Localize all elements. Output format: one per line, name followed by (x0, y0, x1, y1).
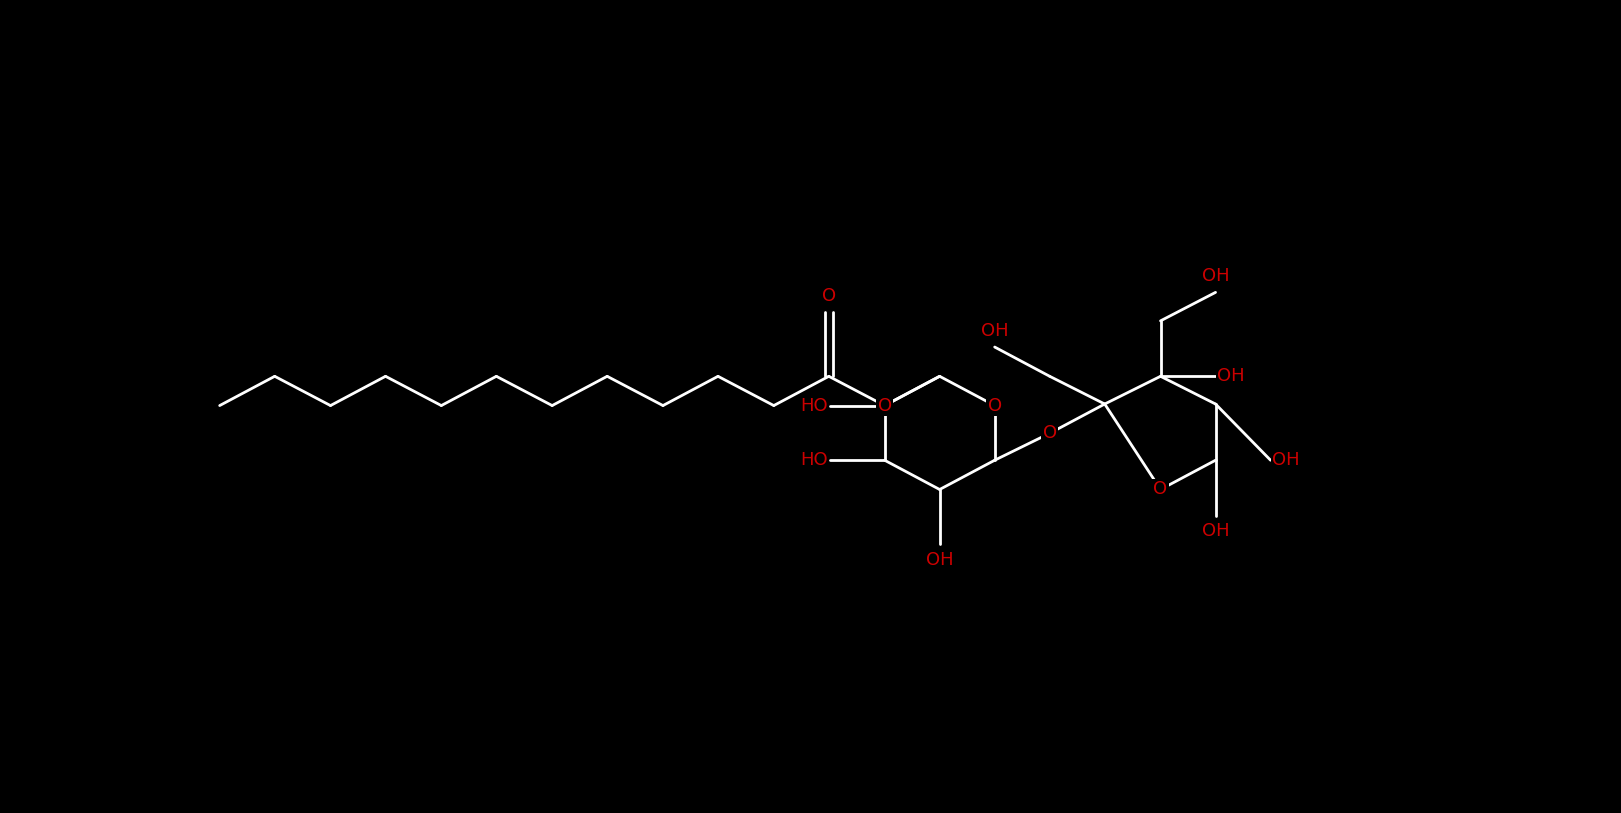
Text: HO: HO (801, 397, 828, 415)
Text: O: O (877, 397, 892, 415)
Text: OH: OH (1272, 451, 1300, 469)
Text: OH: OH (926, 550, 953, 568)
Text: OH: OH (981, 322, 1008, 340)
Text: O: O (1154, 480, 1167, 498)
Text: OH: OH (1201, 267, 1229, 285)
Text: OH: OH (1201, 522, 1229, 540)
Text: HO: HO (801, 451, 828, 469)
Text: OH: OH (1217, 367, 1245, 385)
Text: O: O (1042, 424, 1057, 442)
Text: O: O (822, 287, 836, 305)
Text: O: O (987, 397, 1002, 415)
